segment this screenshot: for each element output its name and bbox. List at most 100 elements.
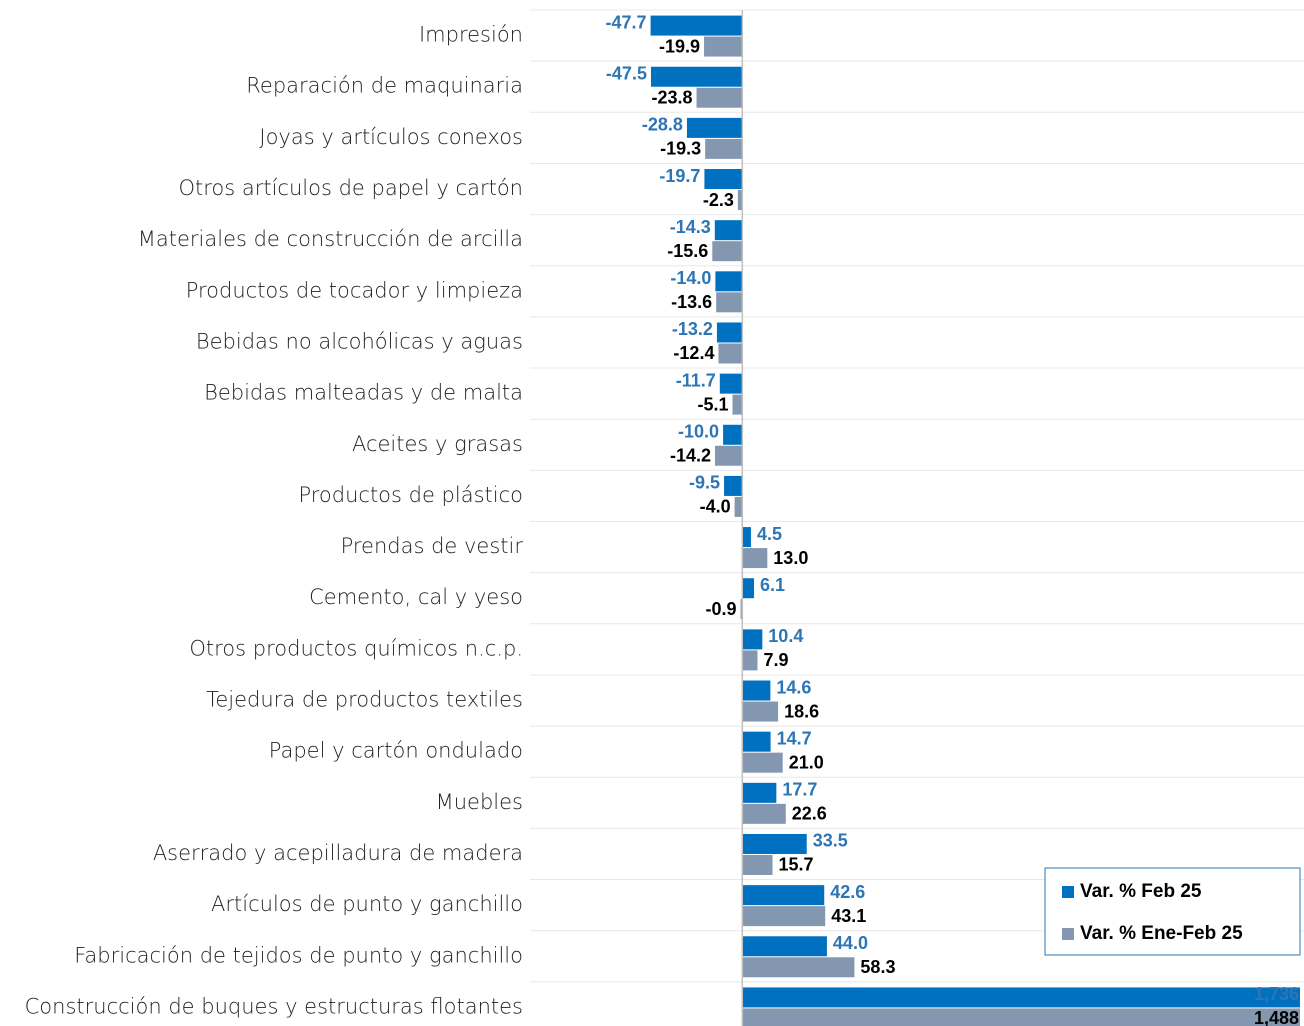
data-label: -19.7 — [659, 166, 700, 186]
bar — [742, 987, 1300, 1008]
data-label: 22.6 — [792, 804, 827, 824]
data-label: -10.0 — [678, 422, 719, 442]
legend-swatch — [1062, 928, 1074, 940]
data-label: 14.6 — [776, 677, 811, 697]
data-label: -28.8 — [642, 115, 683, 135]
bar — [719, 373, 743, 394]
bar — [714, 220, 743, 241]
bar — [742, 803, 786, 824]
bars — [650, 15, 1300, 1026]
data-label: 10.4 — [768, 626, 803, 646]
data-label: -9.5 — [689, 473, 720, 493]
bar — [740, 599, 743, 620]
bar — [742, 752, 783, 773]
bar — [742, 731, 771, 752]
category-label: Otros productos químicos n.c.p. — [189, 636, 523, 660]
bar — [742, 548, 768, 569]
data-label: -47.5 — [606, 63, 647, 83]
bar — [712, 241, 743, 262]
bar — [742, 936, 827, 957]
category-label: Productos de tocador y limpieza — [186, 278, 523, 302]
legend-swatch — [1062, 886, 1074, 898]
data-label: 7.9 — [764, 650, 789, 670]
bar — [716, 292, 743, 313]
bar — [704, 169, 743, 190]
category-label: Bebidas no alcohólicas y aguas — [196, 329, 523, 353]
data-label: -0.9 — [706, 599, 737, 619]
category-label: Impresión — [419, 23, 523, 47]
data-label: 17.7 — [782, 780, 817, 800]
data-label: -13.6 — [671, 292, 712, 312]
bar — [742, 650, 758, 671]
data-label: 21.0 — [789, 752, 824, 772]
data-label: 1,488 — [1254, 1008, 1299, 1026]
bar — [650, 15, 743, 36]
category-label: Construcción de buques y estructuras flo… — [25, 994, 523, 1018]
category-label: Aceites y grasas — [352, 432, 523, 456]
category-label: Tejedura de productos textiles — [206, 688, 523, 712]
data-label: -13.2 — [672, 319, 713, 339]
category-label: Bebidas malteadas y de malta — [204, 381, 523, 405]
category-label: Joyas y artículos conexos — [259, 125, 523, 149]
bar — [704, 36, 743, 57]
category-label: Muebles — [436, 790, 523, 814]
bar — [742, 629, 763, 650]
legend-label: Var. % Ene-Feb 25 — [1080, 923, 1243, 944]
bar — [724, 475, 743, 496]
category-label: Reparación de maquinaria — [246, 74, 523, 98]
bar — [742, 782, 777, 803]
data-label: -14.2 — [670, 446, 711, 466]
data-label: 1,736 — [1254, 984, 1299, 1004]
data-label: -15.6 — [667, 241, 708, 261]
data-label: -12.4 — [673, 343, 714, 363]
data-label: 42.6 — [830, 882, 865, 902]
category-label: Materiales de construcción de arcilla — [138, 227, 523, 251]
data-label: 14.7 — [777, 728, 812, 748]
data-label: 15.7 — [779, 855, 814, 875]
bar — [686, 117, 743, 138]
bar — [742, 1008, 1300, 1026]
bar — [742, 957, 855, 978]
category-label: Productos de plástico — [298, 483, 523, 507]
bar — [718, 343, 743, 364]
data-label: -19.3 — [660, 139, 701, 159]
legend-box — [1044, 867, 1301, 956]
category-label: Cemento, cal y yeso — [309, 585, 523, 609]
bar — [732, 394, 743, 415]
bar — [742, 578, 755, 599]
data-label: -4.0 — [700, 497, 731, 517]
data-label: 44.0 — [833, 933, 868, 953]
bar — [723, 424, 743, 445]
legend-label: Var. % Feb 25 — [1080, 881, 1202, 902]
bar — [650, 66, 743, 87]
bar — [737, 190, 743, 211]
category-label: Papel y cartón ondulado — [269, 739, 523, 763]
data-label: -11.7 — [676, 370, 716, 390]
data-label: 4.5 — [757, 524, 782, 544]
bar — [715, 271, 743, 292]
data-label: -14.3 — [670, 217, 711, 237]
category-label: Otros artículos de papel y cartón — [178, 176, 523, 200]
data-label: -2.3 — [703, 190, 734, 210]
category-label: Fabricación de tejidos de punto y ganchi… — [74, 943, 523, 967]
data-label: 33.5 — [813, 831, 848, 851]
data-label: -5.1 — [697, 394, 728, 414]
data-label: 6.1 — [760, 575, 785, 595]
bar — [742, 680, 771, 701]
bar — [734, 496, 743, 517]
data-label: -23.8 — [652, 87, 693, 107]
category-label: Aserrado y acepilladura de madera — [153, 841, 523, 865]
bar — [742, 885, 825, 906]
bar — [742, 854, 773, 875]
bar — [742, 527, 751, 548]
data-label: 58.3 — [860, 957, 895, 977]
bar — [715, 445, 743, 466]
data-label: 43.1 — [831, 906, 866, 926]
bar — [742, 906, 826, 927]
category-label: Artículos de punto y ganchillo — [211, 892, 523, 916]
bar — [716, 322, 743, 343]
data-label: 13.0 — [773, 548, 808, 568]
bar — [705, 138, 743, 159]
data-label: -19.9 — [659, 36, 700, 56]
